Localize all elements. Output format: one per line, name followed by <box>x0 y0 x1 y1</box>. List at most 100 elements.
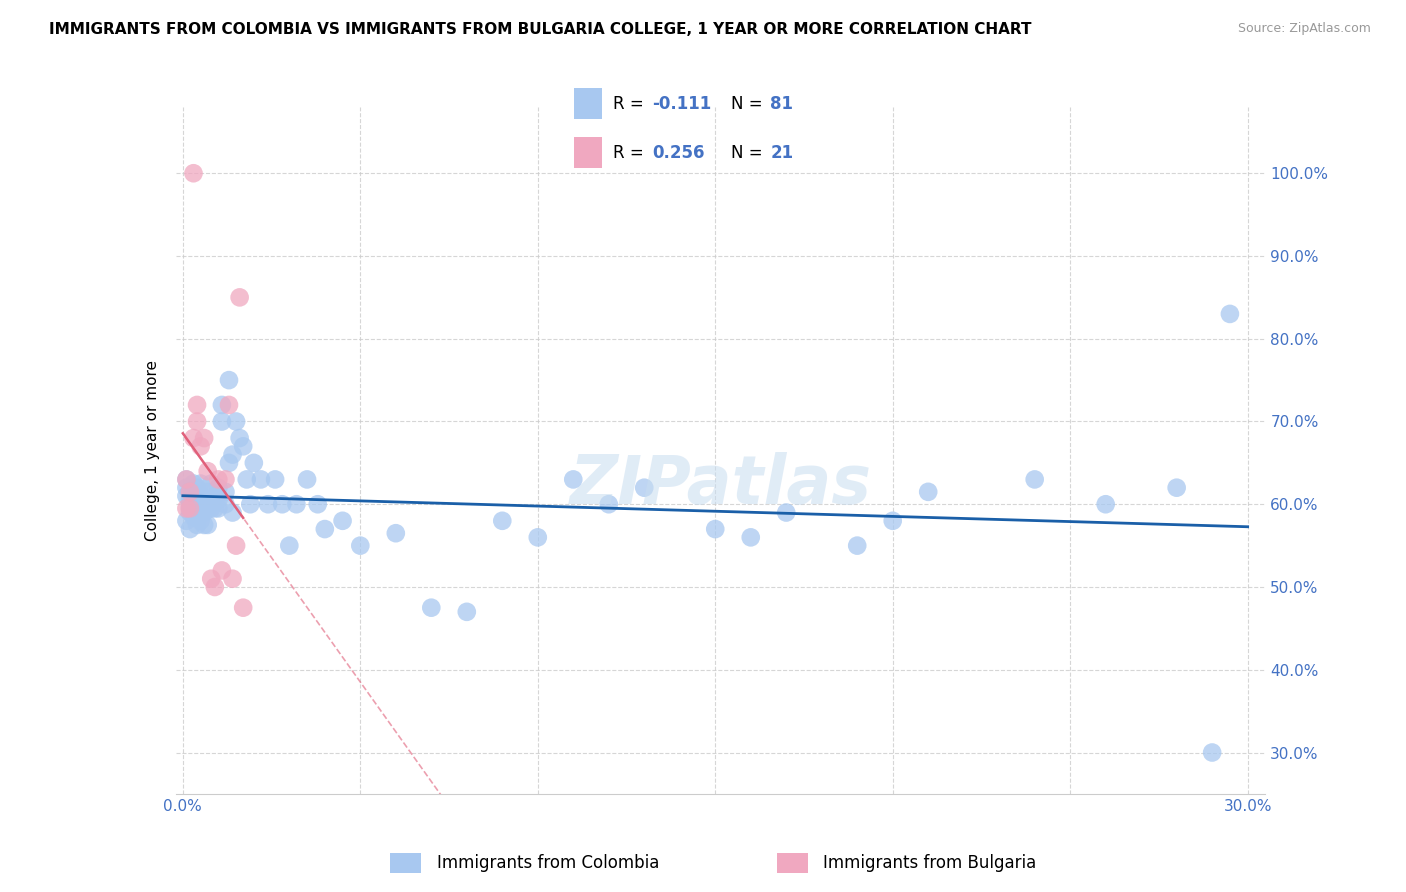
Point <box>1166 481 1188 495</box>
Point <box>218 373 240 387</box>
Point <box>218 456 240 470</box>
Point <box>278 539 301 553</box>
Point <box>232 600 254 615</box>
Point <box>332 514 354 528</box>
Point <box>179 484 201 499</box>
Point <box>190 501 212 516</box>
Point <box>239 497 262 511</box>
Point <box>183 431 205 445</box>
Text: R =: R = <box>613 144 650 161</box>
Point <box>179 497 201 511</box>
Text: N =: N = <box>731 95 768 112</box>
Point <box>186 481 208 495</box>
Point <box>633 481 655 495</box>
Point <box>264 472 287 486</box>
Point <box>1024 472 1046 486</box>
Point <box>200 501 222 516</box>
Text: Immigrants from Colombia: Immigrants from Colombia <box>436 854 659 872</box>
Text: R =: R = <box>613 95 650 112</box>
Bar <box>574 88 602 119</box>
Point <box>186 517 208 532</box>
Point <box>207 472 229 486</box>
Point <box>243 456 266 470</box>
Point <box>176 481 198 495</box>
Point <box>193 506 215 520</box>
Point <box>190 489 212 503</box>
Point <box>562 472 585 486</box>
Point <box>228 290 250 304</box>
Point <box>526 530 548 544</box>
Point <box>211 415 233 429</box>
Point <box>200 476 222 491</box>
Text: Source: ZipAtlas.com: Source: ZipAtlas.com <box>1237 22 1371 36</box>
Point <box>420 600 443 615</box>
Point <box>179 501 201 516</box>
Point <box>190 514 212 528</box>
Point <box>257 497 280 511</box>
Point <box>271 497 294 511</box>
Bar <box>391 853 422 873</box>
Point <box>190 476 212 491</box>
Point <box>183 476 205 491</box>
Point <box>225 539 247 553</box>
Point <box>197 464 219 478</box>
Text: N =: N = <box>731 144 768 161</box>
Point <box>221 506 243 520</box>
Point <box>179 506 201 520</box>
Point <box>250 472 273 486</box>
Point <box>204 489 226 503</box>
Point <box>491 514 513 528</box>
Point <box>1094 497 1116 511</box>
Point <box>285 497 308 511</box>
Point <box>186 415 208 429</box>
Point <box>179 484 201 499</box>
Text: 81: 81 <box>770 95 793 112</box>
Point <box>197 517 219 532</box>
Point <box>598 497 620 511</box>
Text: IMMIGRANTS FROM COLOMBIA VS IMMIGRANTS FROM BULGARIA COLLEGE, 1 YEAR OR MORE COR: IMMIGRANTS FROM COLOMBIA VS IMMIGRANTS F… <box>49 22 1032 37</box>
Point <box>704 522 727 536</box>
Point <box>882 514 904 528</box>
Point <box>183 509 205 524</box>
Point <box>221 572 243 586</box>
Y-axis label: College, 1 year or more: College, 1 year or more <box>145 360 160 541</box>
Point <box>179 493 201 508</box>
Point <box>235 472 257 486</box>
Point <box>218 398 240 412</box>
Text: ZIPatlas: ZIPatlas <box>569 452 872 517</box>
Point <box>917 484 939 499</box>
Point <box>207 493 229 508</box>
Point <box>214 484 236 499</box>
Point <box>193 493 215 508</box>
Point <box>186 501 208 516</box>
Point <box>183 166 205 180</box>
Point <box>176 501 198 516</box>
Point <box>176 489 198 503</box>
Point <box>193 431 215 445</box>
Point <box>1201 746 1223 760</box>
Point <box>225 415 247 429</box>
Text: -0.111: -0.111 <box>652 95 711 112</box>
Point <box>740 530 762 544</box>
Point <box>200 497 222 511</box>
Point <box>176 472 198 486</box>
Point <box>204 501 226 516</box>
Point <box>221 448 243 462</box>
Point <box>211 564 233 578</box>
Text: Immigrants from Bulgaria: Immigrants from Bulgaria <box>824 854 1036 872</box>
Point <box>228 431 250 445</box>
Bar <box>778 853 808 873</box>
Point <box>183 501 205 516</box>
Point <box>190 439 212 453</box>
Point <box>214 497 236 511</box>
Point <box>211 398 233 412</box>
Point <box>200 572 222 586</box>
Point <box>207 481 229 495</box>
Point <box>197 501 219 516</box>
Point <box>183 484 205 499</box>
Point <box>349 539 371 553</box>
Point <box>179 522 201 536</box>
Point <box>183 493 205 508</box>
Point <box>193 517 215 532</box>
Point <box>214 472 236 486</box>
